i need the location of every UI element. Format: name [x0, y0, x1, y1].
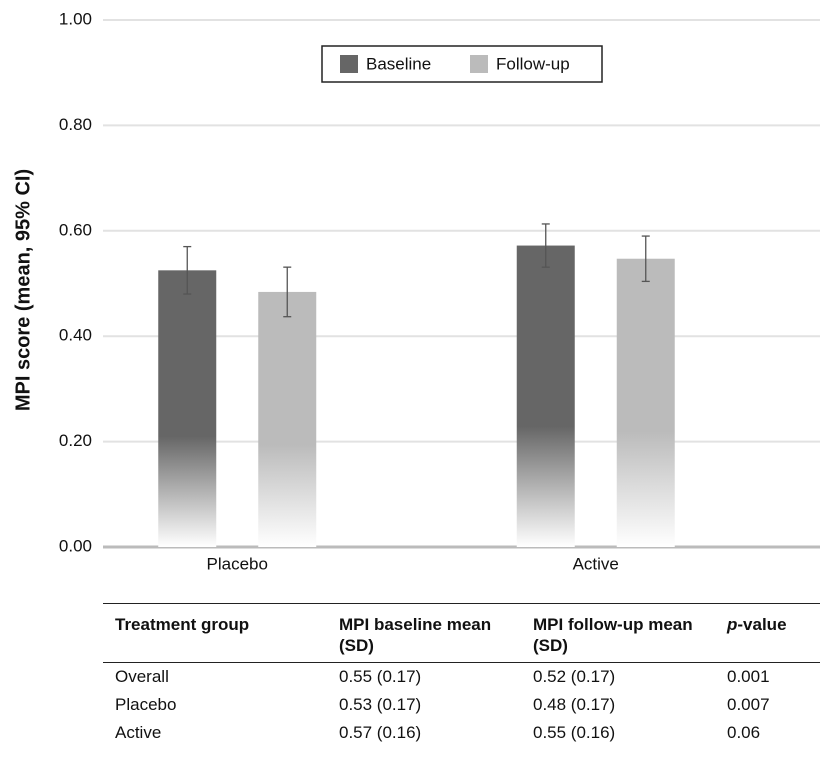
table-cell: Placebo: [115, 695, 177, 714]
bar: [258, 291, 317, 547]
legend-swatch: [340, 55, 358, 73]
table-cell: 0.48 (0.17): [533, 695, 616, 714]
bar: [616, 258, 675, 547]
header-text: p: [727, 615, 738, 634]
header-text: -value: [737, 615, 787, 634]
y-tick-label: 0.00: [59, 536, 92, 555]
table-cell: Overall: [115, 667, 169, 686]
table-header: Treatment group MPI baseline mean (SD) M…: [103, 603, 820, 663]
error-bar: [641, 235, 650, 283]
bar: [516, 245, 575, 547]
table-cell: 0.53 (0.17): [339, 695, 422, 714]
x-tick-label: Active: [573, 554, 619, 573]
legend-swatch: [470, 55, 488, 73]
table-cell: 0.55 (0.17): [339, 667, 422, 686]
error-bar: [541, 223, 550, 268]
table-cell: 0.55 (0.16): [533, 723, 616, 742]
error-bar: [183, 245, 192, 295]
table-row: Overall 0.55 (0.17) 0.52 (0.17) 0.001: [103, 663, 820, 692]
table-row: Active 0.57 (0.16) 0.55 (0.16) 0.06: [103, 719, 820, 747]
y-tick-label: 0.40: [59, 326, 92, 345]
table-cell: 0.06: [727, 723, 761, 742]
table-cell: 0.57 (0.16): [339, 723, 422, 742]
summary-table: Treatment group MPI baseline mean (SD) M…: [103, 603, 820, 747]
y-axis-label: MPI score (mean, 95% CI): [12, 169, 34, 411]
table-cell: Active: [115, 723, 162, 742]
y-tick-label: 0.60: [59, 220, 92, 239]
header-cell: MPI baseline mean (SD): [327, 603, 521, 663]
bar: [158, 270, 217, 547]
y-tick-label: 0.80: [59, 115, 92, 134]
x-tick-label: Placebo: [207, 554, 268, 573]
header-cell: p-value: [715, 603, 820, 663]
legend-label: Follow-up: [496, 54, 570, 73]
legend-label: Baseline: [366, 54, 431, 73]
y-tick-label: 0.20: [59, 431, 92, 450]
table-cell: 0.007: [727, 695, 770, 714]
y-tick-label: 1.00: [59, 9, 92, 28]
table-cell: 0.52 (0.17): [533, 667, 616, 686]
header-cell: Treatment group: [103, 603, 327, 663]
header-cell: MPI follow-up mean (SD): [521, 603, 715, 663]
chart: MPI score (mean, 95% CI) 0.00 0.20 0.40 0.6…: [12, 9, 820, 573]
error-bar: [283, 266, 292, 318]
table-row: Placebo 0.53 (0.17) 0.48 (0.17) 0.007: [103, 691, 820, 719]
legend-box: [321, 45, 603, 83]
table-cell: 0.001: [727, 667, 770, 686]
